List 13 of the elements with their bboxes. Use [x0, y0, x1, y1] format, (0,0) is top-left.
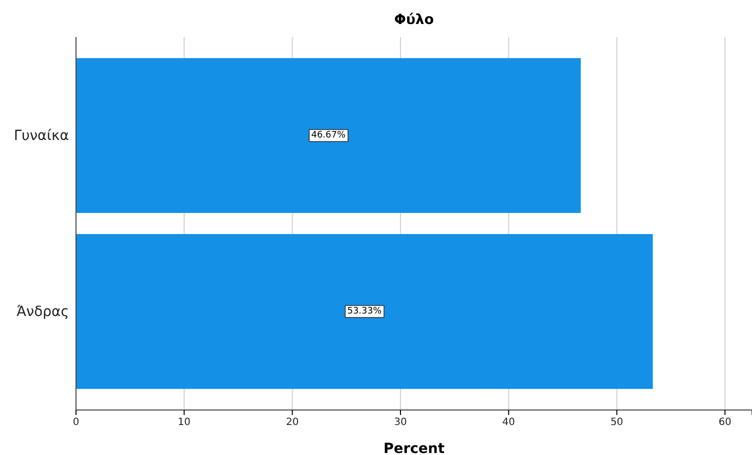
y-tick-label: Γυναίκα	[14, 128, 69, 144]
x-tick-label: 60	[718, 417, 732, 428]
data-label: 46.67%	[311, 130, 346, 141]
x-axis-title: Percent	[383, 441, 445, 455]
x-tick-label: 40	[502, 417, 516, 428]
data-label: 53.33%	[347, 306, 382, 316]
chart-title: Φύλο	[394, 12, 434, 28]
x-tick-label: 20	[286, 417, 299, 428]
y-tick-label: Άνδρας	[16, 304, 69, 320]
x-tick-label: 50	[610, 417, 624, 428]
x-tick-label: 30	[394, 417, 407, 428]
x-tick-label: 0	[72, 417, 80, 428]
x-tick-label: 10	[178, 417, 191, 428]
